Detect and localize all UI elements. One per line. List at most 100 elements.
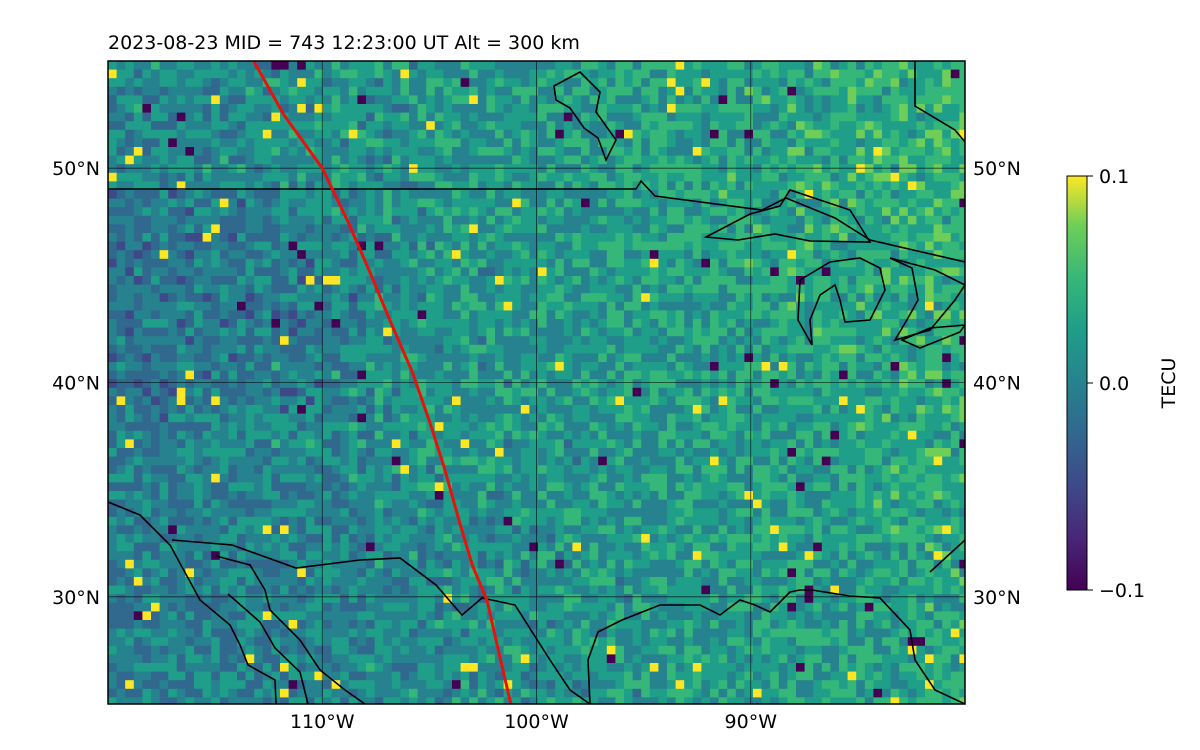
heatmap-cell xyxy=(460,112,470,122)
heatmap-cell xyxy=(899,233,909,242)
heatmap-cell xyxy=(555,181,565,191)
heatmap-cell xyxy=(899,69,909,79)
heatmap-cell xyxy=(770,172,780,182)
heatmap-cell xyxy=(400,327,410,337)
heatmap-cell xyxy=(391,104,401,113)
heatmap-cell xyxy=(589,147,599,156)
heatmap-cell xyxy=(899,104,909,113)
heatmap-cell xyxy=(770,190,780,199)
heatmap-cell xyxy=(237,207,246,217)
heatmap-cell xyxy=(546,86,556,96)
heatmap-cell xyxy=(426,181,436,191)
heatmap-cell xyxy=(443,465,453,475)
heatmap-cell xyxy=(632,405,642,414)
heatmap-cell xyxy=(262,147,272,156)
heatmap-cell xyxy=(692,344,702,354)
heatmap-cell xyxy=(830,370,840,380)
heatmap-cell xyxy=(684,250,694,260)
heatmap-cell xyxy=(804,396,814,406)
heatmap-cell xyxy=(563,86,573,96)
heatmap-cell xyxy=(950,379,960,389)
heatmap-cell xyxy=(477,430,487,440)
heatmap-cell xyxy=(305,172,315,182)
heatmap-cell xyxy=(641,69,651,79)
heatmap-cell xyxy=(770,379,780,389)
heatmap-cell xyxy=(641,362,651,371)
heatmap-cell xyxy=(873,276,883,285)
heatmap-cell xyxy=(770,448,780,457)
heatmap-cell xyxy=(288,336,298,346)
heatmap-cell xyxy=(744,241,754,251)
heatmap-cell xyxy=(357,293,367,303)
heatmap-cell xyxy=(391,233,401,242)
heatmap-cell xyxy=(718,172,728,182)
heatmap-cell xyxy=(168,190,178,199)
heatmap-cell xyxy=(211,241,221,251)
heatmap-cell xyxy=(495,293,504,303)
heatmap-cell xyxy=(125,69,135,79)
heatmap-cell xyxy=(125,250,135,260)
heatmap-cell xyxy=(598,172,608,182)
heatmap-cell xyxy=(168,439,178,449)
heatmap-cell xyxy=(641,207,651,217)
heatmap-cell xyxy=(305,138,315,148)
heatmap-cell xyxy=(606,104,616,113)
heatmap-cell xyxy=(417,370,427,380)
heatmap-cell xyxy=(581,172,590,182)
heatmap-cell xyxy=(142,164,152,174)
heatmap-cell xyxy=(796,172,805,182)
heatmap-cell xyxy=(211,181,221,191)
heatmap-cell xyxy=(667,215,676,225)
heatmap-cell xyxy=(357,181,367,191)
heatmap-cell xyxy=(271,344,281,354)
heatmap-cell xyxy=(391,310,401,320)
heatmap-cell xyxy=(916,86,926,96)
heatmap-cell xyxy=(692,465,702,475)
heatmap-cell xyxy=(194,405,203,414)
heatmap-cell xyxy=(116,207,126,217)
heatmap-cell xyxy=(615,224,625,234)
heatmap-cell xyxy=(417,353,427,363)
heatmap-cell xyxy=(615,465,625,475)
heatmap-cell xyxy=(391,69,401,79)
heatmap-cell xyxy=(383,422,393,432)
heatmap-cell xyxy=(770,164,780,174)
heatmap-cell xyxy=(108,353,117,363)
heatmap-cell xyxy=(916,241,926,251)
heatmap-cell xyxy=(873,198,883,208)
heatmap-cell xyxy=(598,138,608,148)
heatmap-cell xyxy=(159,405,169,414)
heatmap-cell xyxy=(512,370,522,380)
heatmap-cell xyxy=(864,172,874,182)
heatmap-cell xyxy=(959,104,965,113)
heatmap-cell xyxy=(340,241,350,251)
heatmap-cell xyxy=(340,473,350,483)
heatmap-cell xyxy=(443,448,453,457)
heatmap-cell xyxy=(959,207,965,217)
heatmap-cell xyxy=(512,473,522,483)
heatmap-cell xyxy=(417,465,427,475)
heatmap-cell xyxy=(546,95,556,105)
heatmap-cell xyxy=(942,465,952,475)
heatmap-cell xyxy=(323,104,332,113)
heatmap-cell xyxy=(572,190,582,199)
heatmap-cell xyxy=(950,241,960,251)
heatmap-cell xyxy=(228,250,238,260)
heatmap-cell xyxy=(211,121,221,131)
heatmap-cell xyxy=(400,413,410,423)
heatmap-cell xyxy=(426,362,436,371)
heatmap-cell xyxy=(426,430,436,440)
heatmap-cell xyxy=(331,258,341,268)
heatmap-cell xyxy=(589,138,599,148)
heatmap-cell xyxy=(710,61,719,70)
heatmap-cell xyxy=(237,69,246,79)
heatmap-cell xyxy=(684,207,694,217)
heatmap-cell xyxy=(512,104,522,113)
heatmap-cell xyxy=(237,439,246,449)
heatmap-cell xyxy=(366,121,375,131)
heatmap-cell xyxy=(864,78,874,88)
heatmap-cell xyxy=(598,422,608,432)
heatmap-cell xyxy=(942,86,952,96)
heatmap-cell xyxy=(133,129,143,139)
heatmap-cell xyxy=(434,319,444,328)
